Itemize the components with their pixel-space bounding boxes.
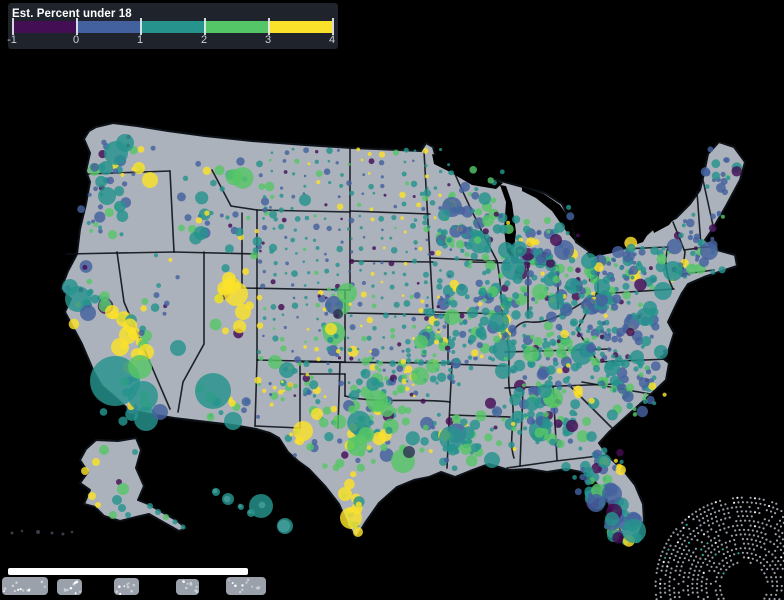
legend-title: Est. Percent under 18 [12, 8, 132, 20]
legend-tick-label: 2 [200, 34, 208, 46]
legend-tick-label: -1 [7, 34, 17, 46]
legend-bin [268, 21, 332, 33]
legend-tick [140, 18, 142, 35]
legend-tick [268, 18, 270, 35]
legend-tick [12, 18, 14, 35]
dot-rings-decoration [654, 496, 784, 600]
legend-colorbar [12, 21, 332, 33]
legend-tick [76, 18, 78, 35]
county-bubbles-layer [10, 134, 742, 547]
bottom-cutoff-fragments [2, 568, 266, 596]
legend-panel: Est. Percent under 18 -1 0 1 2 3 4 [7, 3, 338, 49]
legend-tick [204, 18, 206, 35]
legend-bin [76, 21, 140, 33]
legend-tick [332, 18, 334, 35]
legend-tick-label: 1 [136, 34, 144, 46]
great-lakes-layer [432, 154, 679, 259]
legend-tick-label: 3 [264, 34, 272, 46]
legend-tick-label: 0 [72, 34, 80, 46]
legend-bin [140, 21, 204, 33]
legend-tick-label: 4 [328, 34, 336, 46]
legend-bin [12, 21, 76, 33]
land-layer [60, 122, 746, 544]
legend-bin [204, 21, 268, 33]
